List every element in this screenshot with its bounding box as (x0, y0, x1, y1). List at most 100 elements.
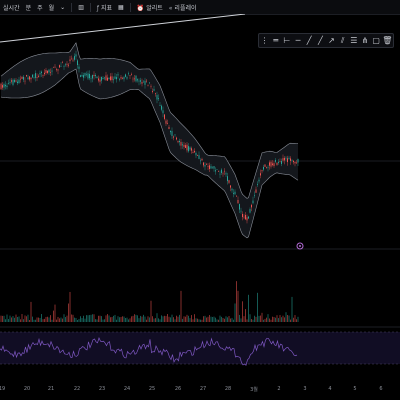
volume-bar (101, 316, 102, 322)
candle-body (93, 74, 95, 77)
arrow-icon[interactable]: ↗ (328, 35, 335, 45)
volume-bar (51, 319, 53, 322)
volume-series (0, 281, 299, 322)
candle-body (119, 78, 120, 80)
volume-bar (53, 310, 54, 322)
ray-icon[interactable]: ╱ (317, 35, 323, 45)
candle-body (128, 73, 129, 75)
volume-bar (216, 319, 218, 322)
trash-icon[interactable]: 🗑 (382, 35, 393, 45)
candle-body (197, 155, 198, 156)
volume-bar (222, 317, 224, 322)
volume-bar (20, 319, 21, 322)
horizontal-line-icon[interactable]: ═ (273, 35, 279, 45)
interval-minute-button[interactable]: 분 (25, 4, 32, 12)
layout-grid-icon[interactable]: ▦ (118, 3, 124, 11)
interval-week-button[interactable]: 주 (37, 4, 43, 12)
volume-bar (168, 316, 170, 322)
volume-bar (171, 314, 173, 322)
volume-bar (197, 318, 198, 322)
price-range-icon[interactable]: ▢ (372, 35, 380, 45)
interval-month-button[interactable]: 월 (48, 4, 55, 12)
price-chart[interactable] (0, 14, 400, 400)
candle-body (263, 166, 264, 170)
volume-bar (38, 317, 39, 322)
toolbar-divider (89, 2, 91, 12)
candle-body (144, 80, 146, 85)
volume-bar (201, 319, 203, 322)
replay-button[interactable]: «리플레이 (166, 3, 200, 12)
volume-bar (230, 318, 231, 322)
trend-line-drawing[interactable] (0, 14, 246, 43)
parallel-channel-icon[interactable]: ⫽ (340, 35, 345, 45)
volume-bar (44, 318, 45, 322)
volume-bar (156, 313, 158, 322)
extended-line-icon[interactable]: ─ (295, 35, 301, 45)
candle-body (62, 62, 63, 64)
candle-body (71, 58, 72, 60)
candle-body (3, 84, 5, 88)
candle-body (50, 72, 51, 73)
volume-bar (129, 318, 131, 322)
candle-body (293, 160, 294, 163)
pitchfork-icon[interactable]: ⋔ (361, 35, 369, 45)
candle-body (200, 160, 201, 162)
candle-body (42, 75, 44, 76)
volume-bar (108, 315, 110, 322)
candle-body (32, 74, 33, 78)
replay-label: 리플레이 (174, 4, 197, 12)
interval-realtime-button[interactable]: 실시간 (3, 4, 20, 12)
candle-body (122, 77, 123, 79)
candle-body (183, 144, 185, 147)
candle-body (237, 199, 239, 204)
volume-bar (111, 317, 113, 322)
alert-button[interactable]: ⏰ 알리트 (134, 3, 166, 12)
replay-icon: « (168, 4, 173, 12)
trend-line-icon[interactable]: ╱ (306, 35, 312, 45)
time-axis-label: 28 (224, 386, 232, 392)
candle-body (15, 80, 17, 82)
volume-bar (21, 314, 23, 322)
horizontal-ray-icon[interactable]: ⊢ (283, 35, 291, 45)
volume-bar (143, 314, 144, 322)
candle-body (147, 84, 149, 86)
volume-bar (251, 319, 252, 322)
drag-handle-icon[interactable]: ⋮ (260, 35, 269, 45)
interval-dropdown-icon[interactable]: ⌄ (60, 3, 66, 11)
volume-bar (254, 315, 255, 322)
candle-body (207, 166, 209, 167)
candle-body (56, 69, 57, 70)
volume-bar (54, 304, 56, 322)
volume-bar (231, 317, 233, 322)
candle-body (153, 89, 155, 91)
volume-bar (257, 292, 258, 322)
volume-bar (89, 315, 90, 322)
volume-bar (234, 303, 236, 322)
candle-body (135, 75, 137, 82)
candle-body (224, 170, 225, 172)
candle-body (83, 75, 84, 78)
time-axis-label: 22 (73, 386, 81, 392)
volume-bar (138, 318, 140, 322)
indicators-button[interactable]: ƒ 지표 (94, 3, 115, 12)
candle-body (101, 76, 102, 81)
volume-bar (135, 314, 137, 322)
drawing-toolbar: ⋮ ═ ⊢ ─ ╱ ╱ ↗ ⫽ ☰ ⋔ ▢ 🗑 (258, 33, 394, 48)
candle-body (6, 85, 8, 88)
volume-bar (207, 316, 209, 322)
volume-bar (93, 314, 95, 322)
settings-circle-icon[interactable] (296, 242, 304, 250)
volume-bar (6, 314, 8, 322)
volume-bar (75, 317, 77, 322)
chart-type-candle-icon[interactable]: ▥ (78, 3, 84, 11)
candle-body (186, 144, 188, 151)
candle-body (269, 162, 270, 166)
volume-bar (63, 314, 65, 322)
candle-body (143, 81, 144, 83)
candle-body (177, 141, 179, 143)
fib-retracement-icon[interactable]: ☰ (350, 35, 358, 45)
volume-bar (98, 315, 99, 322)
candle-body (146, 80, 147, 82)
volume-bar (236, 281, 237, 322)
candle-body (38, 75, 39, 77)
